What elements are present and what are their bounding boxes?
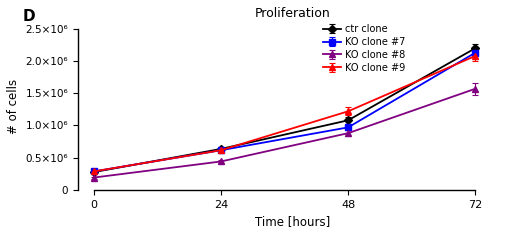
Title: Proliferation: Proliferation bbox=[254, 7, 331, 20]
Legend: ctr clone, KO clone #7, KO clone #8, KO clone #9: ctr clone, KO clone #7, KO clone #8, KO … bbox=[323, 24, 405, 73]
Text: D: D bbox=[22, 9, 35, 24]
Y-axis label: # of cells: # of cells bbox=[7, 78, 20, 134]
X-axis label: Time [hours]: Time [hours] bbox=[255, 215, 330, 228]
